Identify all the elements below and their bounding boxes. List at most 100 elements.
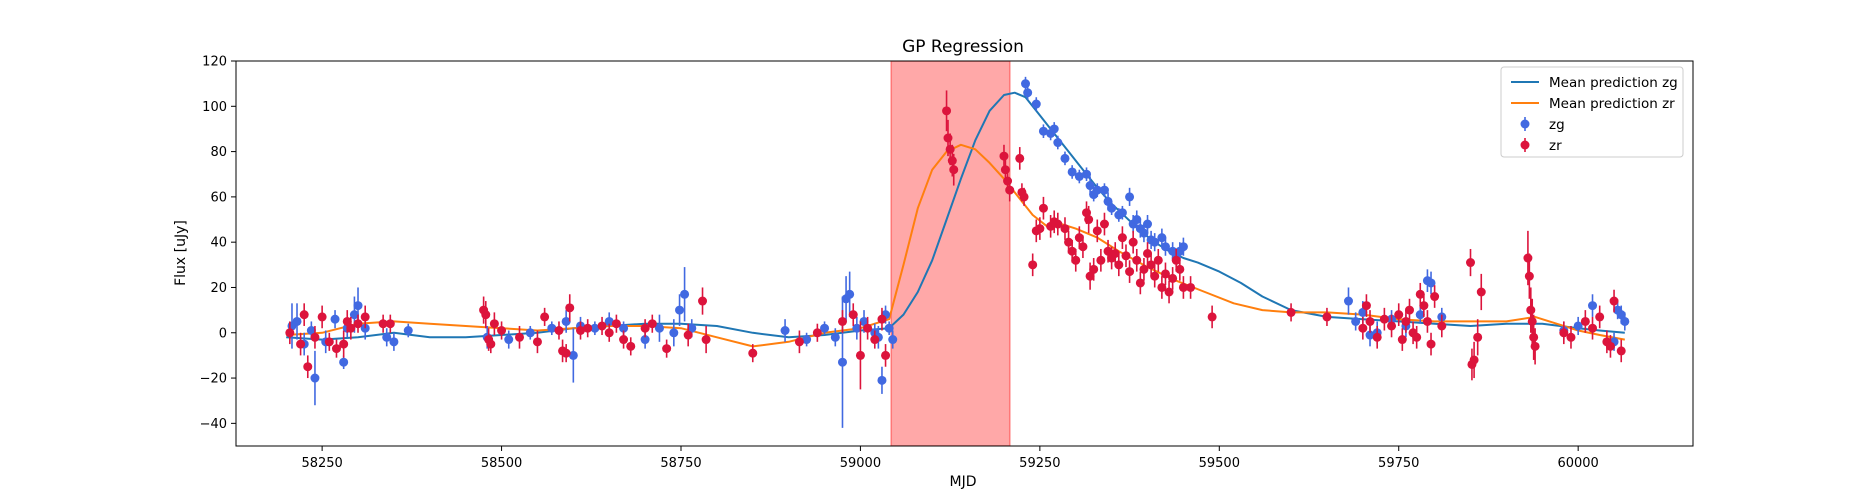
- data-point: [1469, 355, 1479, 365]
- data-point: [1103, 196, 1113, 206]
- data-point: [1286, 307, 1296, 317]
- legend-item: zr: [1520, 138, 1562, 154]
- data-point: [1588, 323, 1598, 333]
- data-point: [540, 312, 550, 322]
- data-point: [1426, 278, 1436, 288]
- plot-frame: [235, 60, 1694, 447]
- data-point: [1150, 237, 1160, 247]
- data-point: [1035, 224, 1045, 234]
- data-point: [1419, 301, 1429, 311]
- data-point: [943, 133, 953, 143]
- data-point: [611, 319, 621, 329]
- data-point: [830, 332, 840, 342]
- data-point: [285, 328, 295, 338]
- data-point: [1103, 246, 1113, 256]
- data-point: [1178, 242, 1188, 252]
- data-point: [346, 323, 356, 333]
- data-point: [1473, 332, 1483, 342]
- data-point: [1139, 228, 1149, 238]
- data-point: [780, 326, 790, 335]
- data-point: [382, 332, 392, 342]
- y-tick-label: −40: [200, 417, 227, 432]
- legend-marker-swatch: [1520, 119, 1530, 129]
- data-point: [389, 337, 399, 347]
- data-point: [1153, 255, 1163, 265]
- data-point: [403, 326, 413, 335]
- data-point: [324, 337, 334, 347]
- data-point: [848, 310, 858, 320]
- shaded-region: [890, 61, 1011, 446]
- y-tick-label: 0: [219, 326, 227, 341]
- data-point: [812, 328, 822, 338]
- data-point: [561, 348, 571, 358]
- data-point: [619, 323, 629, 333]
- data-point: [820, 323, 830, 333]
- data-point: [349, 310, 359, 320]
- data-point: [489, 319, 499, 329]
- data-point: [942, 106, 952, 116]
- data-point: [1178, 282, 1188, 292]
- legend-label: Mean prediction zg: [1549, 75, 1678, 91]
- data-point: [339, 339, 349, 349]
- data-point: [1523, 253, 1533, 263]
- data-point: [680, 289, 690, 299]
- data-point: [1609, 296, 1619, 306]
- legend-label: zg: [1549, 117, 1565, 133]
- legend-label: zr: [1549, 138, 1562, 154]
- data-point: [1117, 208, 1127, 218]
- data-point: [1186, 282, 1196, 292]
- data-point: [1358, 323, 1368, 333]
- data-point: [1559, 328, 1569, 338]
- data-point: [1157, 282, 1167, 292]
- y-tick-label: −20: [200, 372, 227, 387]
- y-tick-label: 20: [210, 281, 227, 296]
- data-point: [1125, 267, 1135, 277]
- data-point: [1415, 310, 1425, 320]
- data-point: [1365, 330, 1375, 340]
- data-point: [1616, 346, 1626, 356]
- data-point: [748, 348, 758, 358]
- data-point: [317, 312, 327, 322]
- y-tick-label: 40: [210, 236, 227, 251]
- data-point: [561, 316, 571, 326]
- data-point: [863, 323, 873, 333]
- x-tick-label: 59500: [1199, 456, 1240, 471]
- data-point: [1060, 153, 1070, 163]
- y-axis: −40 −20 0 20 40 60 80 100 120: [200, 55, 236, 432]
- legend-box: [1500, 66, 1684, 158]
- data-point: [1387, 321, 1397, 331]
- data-point: [1588, 301, 1598, 311]
- data-point: [1616, 310, 1626, 320]
- data-point: [1132, 255, 1142, 265]
- data-point: [1379, 314, 1389, 324]
- data-point: [1526, 305, 1536, 315]
- data-point: [1426, 339, 1436, 349]
- data-point: [1038, 126, 1048, 136]
- data-point: [802, 335, 812, 345]
- data-point: [1322, 312, 1332, 322]
- data-point: [1053, 138, 1063, 148]
- data-point: [1529, 332, 1539, 342]
- data-point: [1358, 307, 1368, 317]
- legend-item: Mean prediction zg: [1511, 75, 1678, 91]
- data-point: [1023, 88, 1033, 98]
- data-point: [1351, 316, 1361, 326]
- data-point: [353, 301, 363, 311]
- data-point: [1114, 260, 1124, 270]
- data-point: [881, 350, 891, 360]
- data-point: [1143, 219, 1153, 229]
- data-point: [1117, 233, 1127, 243]
- legend-item: zg: [1520, 117, 1565, 133]
- data-point: [1168, 246, 1178, 256]
- data-point: [1595, 312, 1605, 322]
- data-point: [1132, 215, 1142, 225]
- data-point: [1139, 264, 1149, 274]
- series-zr-points: [285, 90, 1626, 390]
- data-point: [675, 305, 685, 315]
- data-point: [1031, 99, 1041, 109]
- data-point: [1415, 289, 1425, 299]
- data-point: [1005, 185, 1015, 195]
- data-point: [525, 328, 535, 338]
- data-point: [1143, 249, 1153, 258]
- x-axis-label: MJD: [950, 474, 977, 490]
